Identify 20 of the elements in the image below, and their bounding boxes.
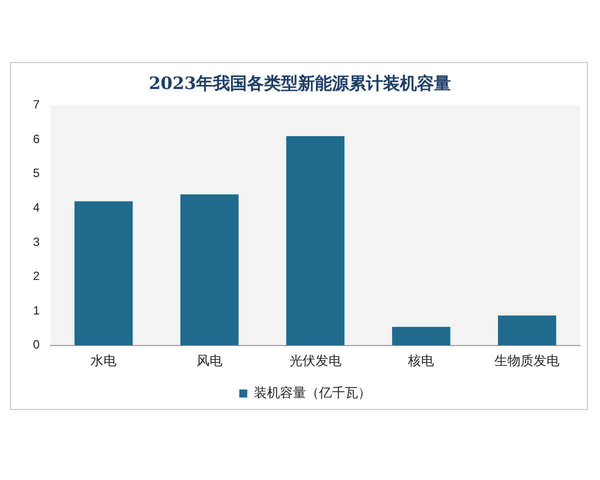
y-tick-label: 2	[32, 269, 40, 284]
x-tick-label: 光伏发电	[289, 352, 342, 368]
bar	[74, 201, 133, 346]
y-tick-label: 7	[32, 98, 40, 112]
y-tick-label: 5	[32, 166, 40, 180]
bar	[180, 194, 239, 346]
x-tick-label: 水电	[90, 352, 117, 368]
x-tick-label: 风电	[196, 352, 222, 368]
bar	[286, 136, 344, 346]
bar	[498, 316, 556, 346]
bar	[392, 326, 450, 346]
y-tick-label: 1	[32, 303, 40, 318]
y-tick-label: 3	[32, 234, 40, 249]
y-tick-label: 4	[32, 200, 40, 214]
chart-title: 2023年我国各类型新能源累计装机容量	[148, 73, 452, 95]
legend-label: 装机容量（亿千瓦）	[254, 385, 371, 400]
x-tick-label: 核电	[407, 352, 434, 368]
y-tick-label: 6	[32, 132, 40, 146]
y-tick-label: 0	[32, 338, 40, 352]
x-tick-label: 生物质发电	[494, 352, 560, 368]
